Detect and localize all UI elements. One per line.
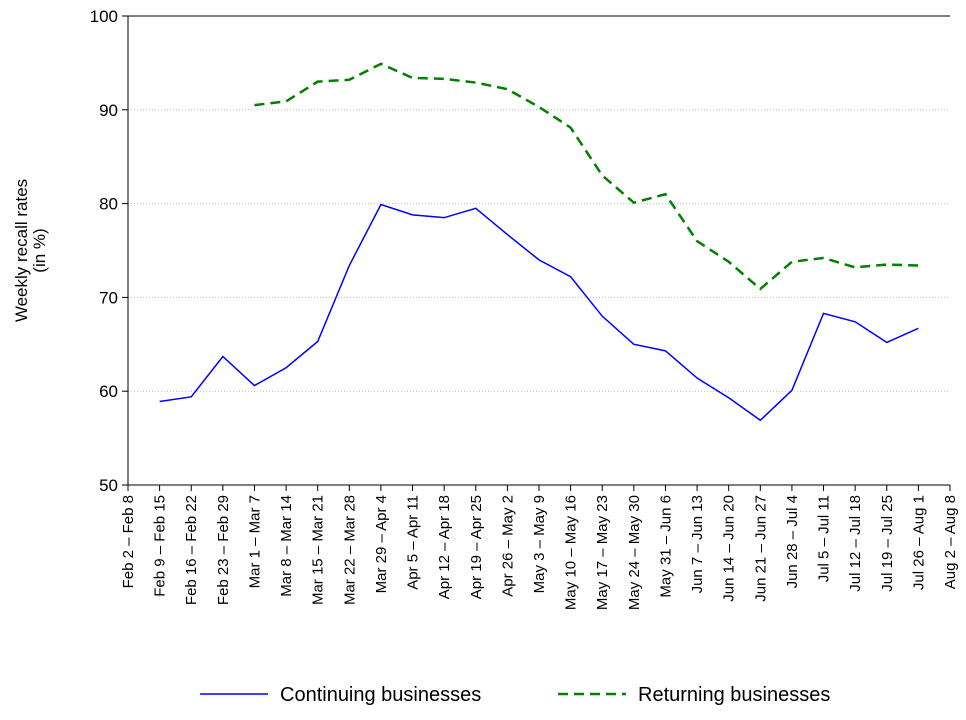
x-tick-label: Jul 19 – Jul 25 [879, 495, 896, 592]
x-tick-label: May 31 – Jun 6 [657, 495, 674, 598]
x-tick-label: May 10 – May 16 [563, 495, 580, 610]
x-tick-label: Feb 23 – Feb 29 [215, 495, 232, 605]
legend-label: Continuing businesses [280, 684, 481, 706]
series-line [254, 62, 919, 291]
x-tick-label: Jul 5 – Jul 11 [816, 495, 833, 582]
legend-label: Returning businesses [638, 684, 830, 706]
x-tick-label: Jun 28 – Jul 4 [784, 495, 801, 588]
x-tick-label: Mar 29 – Apr 4 [373, 495, 390, 593]
y-tick-label: 80 [99, 195, 118, 214]
x-tick-label: Mar 1 – Mar 7 [246, 495, 263, 588]
x-tick-label: Jul 26 – Aug 1 [910, 495, 927, 590]
x-tick-label: Aug 2 – Aug 8 [942, 495, 959, 589]
x-tick-label: Feb 9 – Feb 15 [152, 495, 169, 597]
x-tick-label: Jun 21 – Jun 27 [752, 495, 769, 602]
x-tick-label: Jun 14 – Jun 20 [721, 495, 738, 602]
y-tick-label: 100 [90, 7, 118, 26]
y-axis-label: Weekly recall rates [12, 179, 31, 322]
y-tick-label: 60 [99, 382, 118, 401]
x-tick-label: Apr 26 – May 2 [499, 495, 516, 597]
x-tick-label: Feb 16 – Feb 22 [183, 495, 200, 605]
x-tick-label: Apr 19 – Apr 25 [468, 495, 485, 599]
y-tick-label: 50 [99, 476, 118, 495]
y-tick-label: 90 [99, 101, 118, 120]
series-line [159, 203, 919, 422]
x-tick-label: Jun 7 – Jun 13 [689, 495, 706, 593]
x-tick-label: Apr 5 – Apr 11 [405, 495, 422, 590]
x-tick-label: Mar 8 – Mar 14 [278, 495, 295, 597]
x-tick-label: Mar 22 – Mar 28 [341, 495, 358, 605]
x-tick-label: Apr 12 – Apr 18 [436, 495, 453, 599]
x-tick-label: May 17 – May 23 [594, 495, 611, 610]
y-tick-label: 70 [99, 288, 118, 307]
x-tick-label: Jul 12 – Jul 18 [847, 495, 864, 592]
x-tick-label: Feb 2 – Feb 8 [120, 495, 137, 588]
y-axis-label: (in %) [30, 228, 49, 272]
x-tick-label: Mar 15 – Mar 21 [310, 495, 327, 605]
x-tick-label: May 3 – May 9 [531, 495, 548, 593]
x-tick-label: May 24 – May 30 [626, 495, 643, 610]
